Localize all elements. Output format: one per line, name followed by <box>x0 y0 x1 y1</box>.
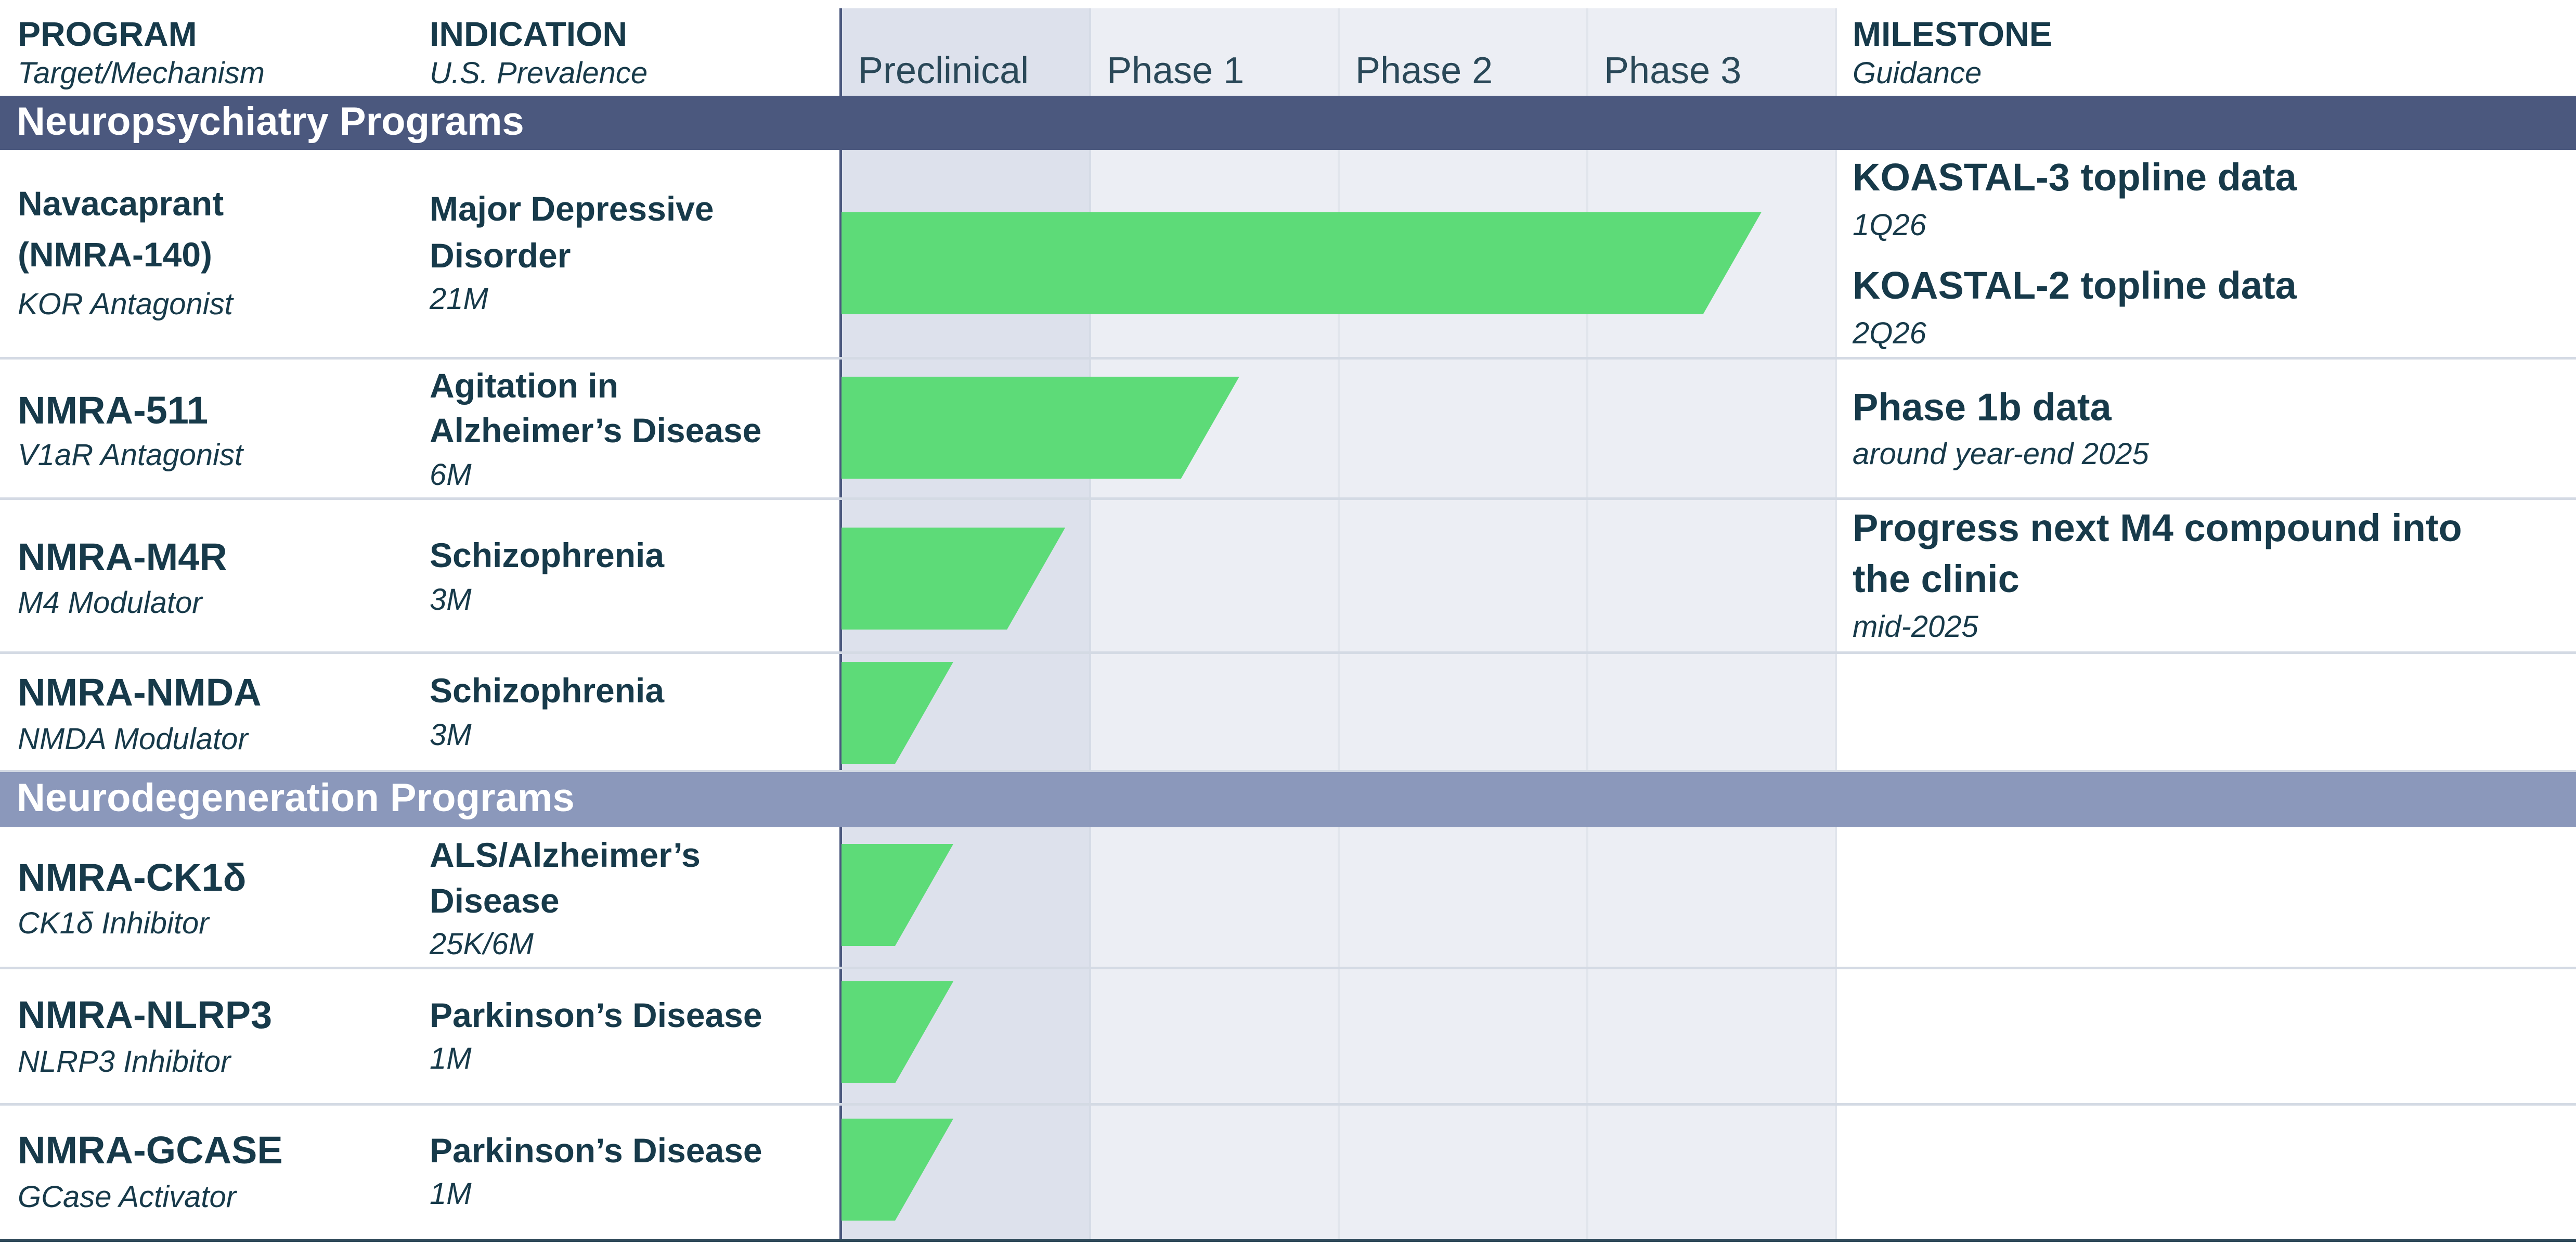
row-separator <box>0 967 2576 969</box>
prevalence: 3M <box>430 718 472 752</box>
milestone-guidance: 2Q26 <box>1853 316 1926 350</box>
stage-bar-6 <box>842 981 954 1083</box>
milestone-guidance: 1Q26 <box>1853 208 1926 242</box>
row-separator <box>0 497 2576 500</box>
indication-name: ALS/Alzheimer’s <box>430 836 701 874</box>
phase2-divider <box>1338 8 1340 1240</box>
program-mechanism: CK1δ Inhibitor <box>18 906 209 940</box>
stage-bar-4 <box>842 662 954 764</box>
neurodegeneration-band-title: Neurodegeneration Programs <box>17 776 575 820</box>
program-header: PROGRAM <box>18 15 197 53</box>
milestone-guidance: around year-end 2025 <box>1853 437 2149 471</box>
indication-name-line2: Disorder <box>430 236 571 275</box>
prevalence: 1M <box>430 1177 472 1211</box>
program-name: NMRA-511 <box>18 389 208 432</box>
prevalence: 1M <box>430 1042 472 1075</box>
milestone-title-line2: the clinic <box>1853 557 2020 600</box>
program-mechanism: KOR Antagonist <box>18 287 233 321</box>
stage-bar-1 <box>842 212 1762 314</box>
program-name: NMRA-NMDA <box>18 671 262 714</box>
milestone-title: KOASTAL-3 topline data <box>1853 156 2297 199</box>
chart-axis-line <box>839 8 842 1240</box>
table-bottom-border <box>0 1239 2576 1242</box>
prevalence: 25K/6M <box>430 927 534 961</box>
stage-header-phase1: Phase 1 <box>1107 50 1245 92</box>
stage-bar-3 <box>842 528 1066 630</box>
program-name: NMRA-CK1δ <box>18 856 247 899</box>
indication-name: Parkinson’s Disease <box>430 1131 762 1170</box>
milestone-title: Phase 1b data <box>1853 386 2112 429</box>
program-name-line2: (NMRA-140) <box>18 235 213 274</box>
indication-name: Schizophrenia <box>430 536 665 574</box>
program-subheader: Target/Mechanism <box>18 56 265 90</box>
milestone-guidance: mid-2025 <box>1853 610 1978 644</box>
milestone-header: MILESTONE <box>1853 15 2052 53</box>
prevalence: 21M <box>430 282 488 316</box>
program-mechanism: GCase Activator <box>18 1180 237 1214</box>
row-separator <box>0 770 2576 772</box>
program-name: NMRA-M4R <box>18 535 227 579</box>
program-mechanism: NLRP3 Inhibitor <box>18 1045 231 1079</box>
indication-name: Major Depressive <box>430 189 714 228</box>
indication-name-line2: Disease <box>430 881 560 920</box>
row-separator <box>0 651 2576 654</box>
indication-name-line2: Alzheimer’s Disease <box>430 411 762 450</box>
indication-name: Schizophrenia <box>430 671 665 710</box>
milestone-title: KOASTAL-2 topline data <box>1853 264 2297 307</box>
row-separator <box>0 357 2576 360</box>
program-name: Navacaprant <box>18 184 224 223</box>
stage-header-preclinical: Preclinical <box>858 50 1029 92</box>
neuropsychiatry-band: Neuropsychiatry Programs <box>0 96 2576 150</box>
program-name: NMRA-NLRP3 <box>18 993 273 1036</box>
indication-header: INDICATION <box>430 15 628 53</box>
indication-subheader: U.S. Prevalence <box>430 56 648 90</box>
program-mechanism: M4 Modulator <box>18 586 202 620</box>
program-name: NMRA-GCASE <box>18 1128 283 1172</box>
milestone-subheader: Guidance <box>1853 56 1982 90</box>
stage-header-phase2: Phase 2 <box>1355 50 1493 92</box>
stage-header-phase3: Phase 3 <box>1604 50 1742 92</box>
stage-bar-7 <box>842 1119 954 1221</box>
indication-name: Parkinson’s Disease <box>430 996 762 1034</box>
milestone-divider <box>1835 8 1837 1240</box>
program-mechanism: V1aR Antagonist <box>18 438 243 472</box>
neurodegeneration-band: Neurodegeneration Programs <box>0 772 2576 827</box>
indication-name: Agitation in <box>430 366 618 405</box>
phase1-divider <box>1089 8 1091 1240</box>
stage-bar-5 <box>842 844 954 946</box>
neuropsychiatry-band-title: Neuropsychiatry Programs <box>17 99 524 144</box>
prevalence: 3M <box>430 583 472 617</box>
program-mechanism: NMDA Modulator <box>18 722 248 756</box>
stage-bar-2 <box>842 377 1239 479</box>
prevalence: 6M <box>430 458 472 492</box>
milestone-title: Progress next M4 compound into <box>1853 506 2462 549</box>
row-separator <box>0 1103 2576 1106</box>
phase3-divider <box>1586 8 1588 1240</box>
